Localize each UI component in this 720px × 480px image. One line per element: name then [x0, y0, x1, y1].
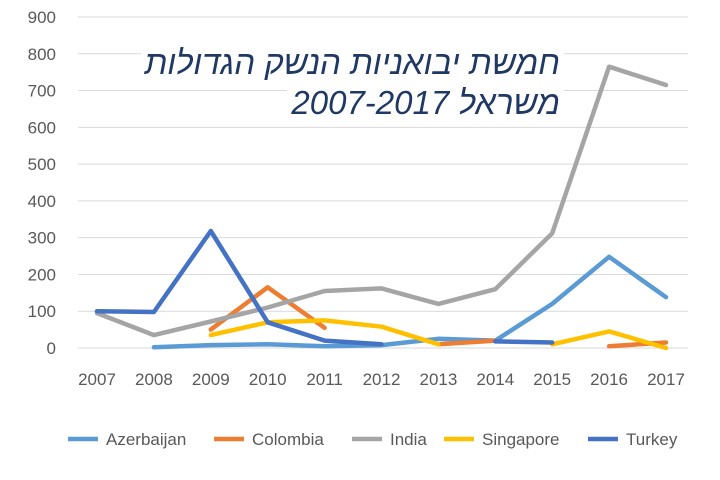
- x-axis-ticks: 2007 2008 2009 2010 2011 2012 2013 2014 2015 2016…: [78, 370, 685, 389]
- x-tick-label: 2009: [192, 370, 230, 389]
- series-lines: [94, 64, 669, 351]
- y-tick-label: 900: [28, 8, 56, 27]
- legend-label-india: India: [390, 430, 427, 449]
- legend-label-turkey: Turkey: [626, 430, 678, 449]
- chart-title-line-1: חמשת יבואניות הנשק הגדולות: [140, 44, 564, 82]
- y-tick-label: 800: [28, 45, 56, 64]
- y-tick-label: 400: [28, 192, 56, 211]
- x-tick-label: 2007: [78, 370, 116, 389]
- series-line-india: [94, 64, 669, 338]
- legend-label-colombia: Colombia: [252, 430, 324, 449]
- x-tick-label: 2016: [590, 370, 628, 389]
- series-azerbaijan: [151, 254, 669, 350]
- chart-title-line-2: משראל 2007-2017: [287, 84, 564, 122]
- x-tick-label: 2015: [533, 370, 571, 389]
- legend-label-singapore: Singapore: [482, 430, 560, 449]
- y-tick-label: 600: [28, 118, 56, 137]
- series-line-singapore: [549, 329, 669, 351]
- legend: Azerbaijan Colombia India Singapore Turkey: [68, 430, 678, 449]
- x-tick-label: 2011: [306, 370, 343, 389]
- y-tick-label: 0: [47, 339, 56, 358]
- x-tick-label: 2012: [363, 370, 401, 389]
- series-line-azerbaijan: [151, 254, 669, 350]
- legend-label-azerbaijan: Azerbaijan: [106, 430, 186, 449]
- series-singapore: [208, 318, 669, 351]
- x-tick-label: 2013: [419, 370, 457, 389]
- y-tick-label: 200: [28, 265, 56, 284]
- y-tick-label: 700: [28, 82, 56, 101]
- y-tick-label: 300: [28, 229, 56, 248]
- y-axis-ticks: 0 100 200 300 400 500 600 700 800 900: [28, 8, 56, 358]
- series-line-colombia: [436, 338, 498, 347]
- series-line-turkey: [493, 339, 555, 345]
- x-tick-label: 2014: [476, 370, 514, 389]
- x-tick-label: 2010: [249, 370, 287, 389]
- x-tick-label: 2008: [135, 370, 173, 389]
- series-line-turkey: [94, 228, 384, 347]
- x-tick-label: 2017: [647, 370, 685, 389]
- y-tick-label: 100: [28, 302, 56, 321]
- series-line-singapore: [208, 318, 441, 347]
- series-india: [94, 64, 669, 338]
- y-tick-label: 500: [28, 155, 56, 174]
- series-turkey: [94, 228, 555, 347]
